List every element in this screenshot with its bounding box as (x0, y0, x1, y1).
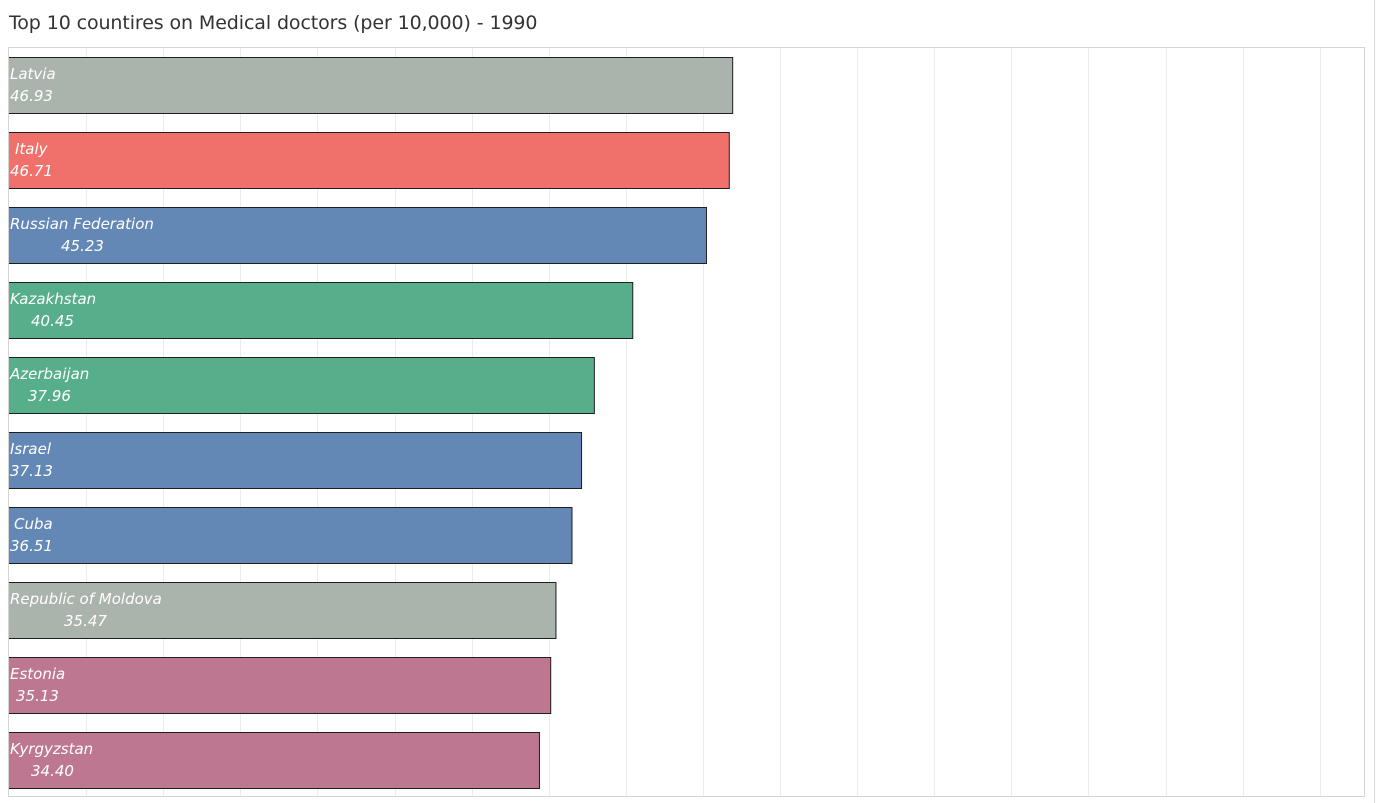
bar-category-label: Republic of Moldova (10, 590, 162, 608)
bar-group[interactable]: Israel 37.13 (9, 432, 583, 489)
bar-category-label: Italy (15, 140, 49, 158)
bar-group[interactable]: Russian Federation 45.23 (9, 207, 707, 264)
bar-value-label: 45.23 (61, 237, 104, 255)
bar-group[interactable]: Republic of Moldova 35.47 (9, 582, 557, 639)
bar-category-label: Cuba (14, 515, 53, 533)
bar-value-label: 37.13 (10, 462, 53, 480)
bar[interactable] (9, 657, 552, 714)
bar-group[interactable]: Latvia 46.93 (9, 57, 734, 114)
bar-group[interactable]: Azerbaijan 37.96 (9, 357, 595, 414)
bar-category-label: Kyrgyzstan (10, 740, 93, 758)
bar-category-label: Israel (10, 440, 52, 458)
bar-group[interactable]: Kazakhstan 40.45 (9, 282, 634, 339)
bar[interactable] (9, 132, 730, 189)
bar[interactable] (9, 57, 734, 114)
right-edge-divider (1374, 0, 1375, 803)
plot-area: Latvia 46.93 Italy 46.71 Russian Federation 4… (8, 47, 1365, 797)
bar[interactable] (9, 732, 540, 789)
bar-category-label: Azerbaijan (9, 365, 89, 383)
bar[interactable] (9, 207, 707, 264)
bar[interactable] (9, 507, 573, 564)
bar-category-label: Russian Federation (10, 215, 154, 233)
bar[interactable] (9, 582, 557, 639)
bar-value-label: 37.96 (28, 387, 71, 405)
bar-group[interactable]: Cuba 36.51 (9, 507, 573, 564)
bar-value-label: 35.13 (16, 687, 59, 705)
bar-group[interactable]: Kyrgyzstan 34.40 (9, 732, 540, 789)
bar-value-label: 40.45 (31, 312, 74, 330)
bar[interactable] (9, 282, 634, 339)
bars: Latvia 46.93 Italy 46.71 Russian Federation 4… (9, 57, 734, 789)
bar[interactable] (9, 432, 583, 489)
bar-chart: Latvia 46.93 Italy 46.71 Russian Federation 4… (9, 48, 1321, 796)
bar-group[interactable]: Estonia 35.13 (9, 657, 552, 714)
bar-group[interactable]: Italy 46.71 (9, 132, 730, 189)
bar-value-label: 35.47 (64, 612, 107, 630)
chart-title: Top 10 countires on Medical doctors (per… (9, 12, 538, 34)
bar-category-label: Estonia (10, 665, 65, 683)
bar-value-label: 46.93 (10, 87, 53, 105)
bar-category-label: Latvia (10, 65, 56, 83)
bar-value-label: 34.40 (31, 762, 74, 780)
bar-value-label: 36.51 (10, 537, 53, 555)
bar-value-label: 46.71 (10, 162, 53, 180)
bar-category-label: Kazakhstan (10, 290, 96, 308)
bar[interactable] (9, 357, 595, 414)
